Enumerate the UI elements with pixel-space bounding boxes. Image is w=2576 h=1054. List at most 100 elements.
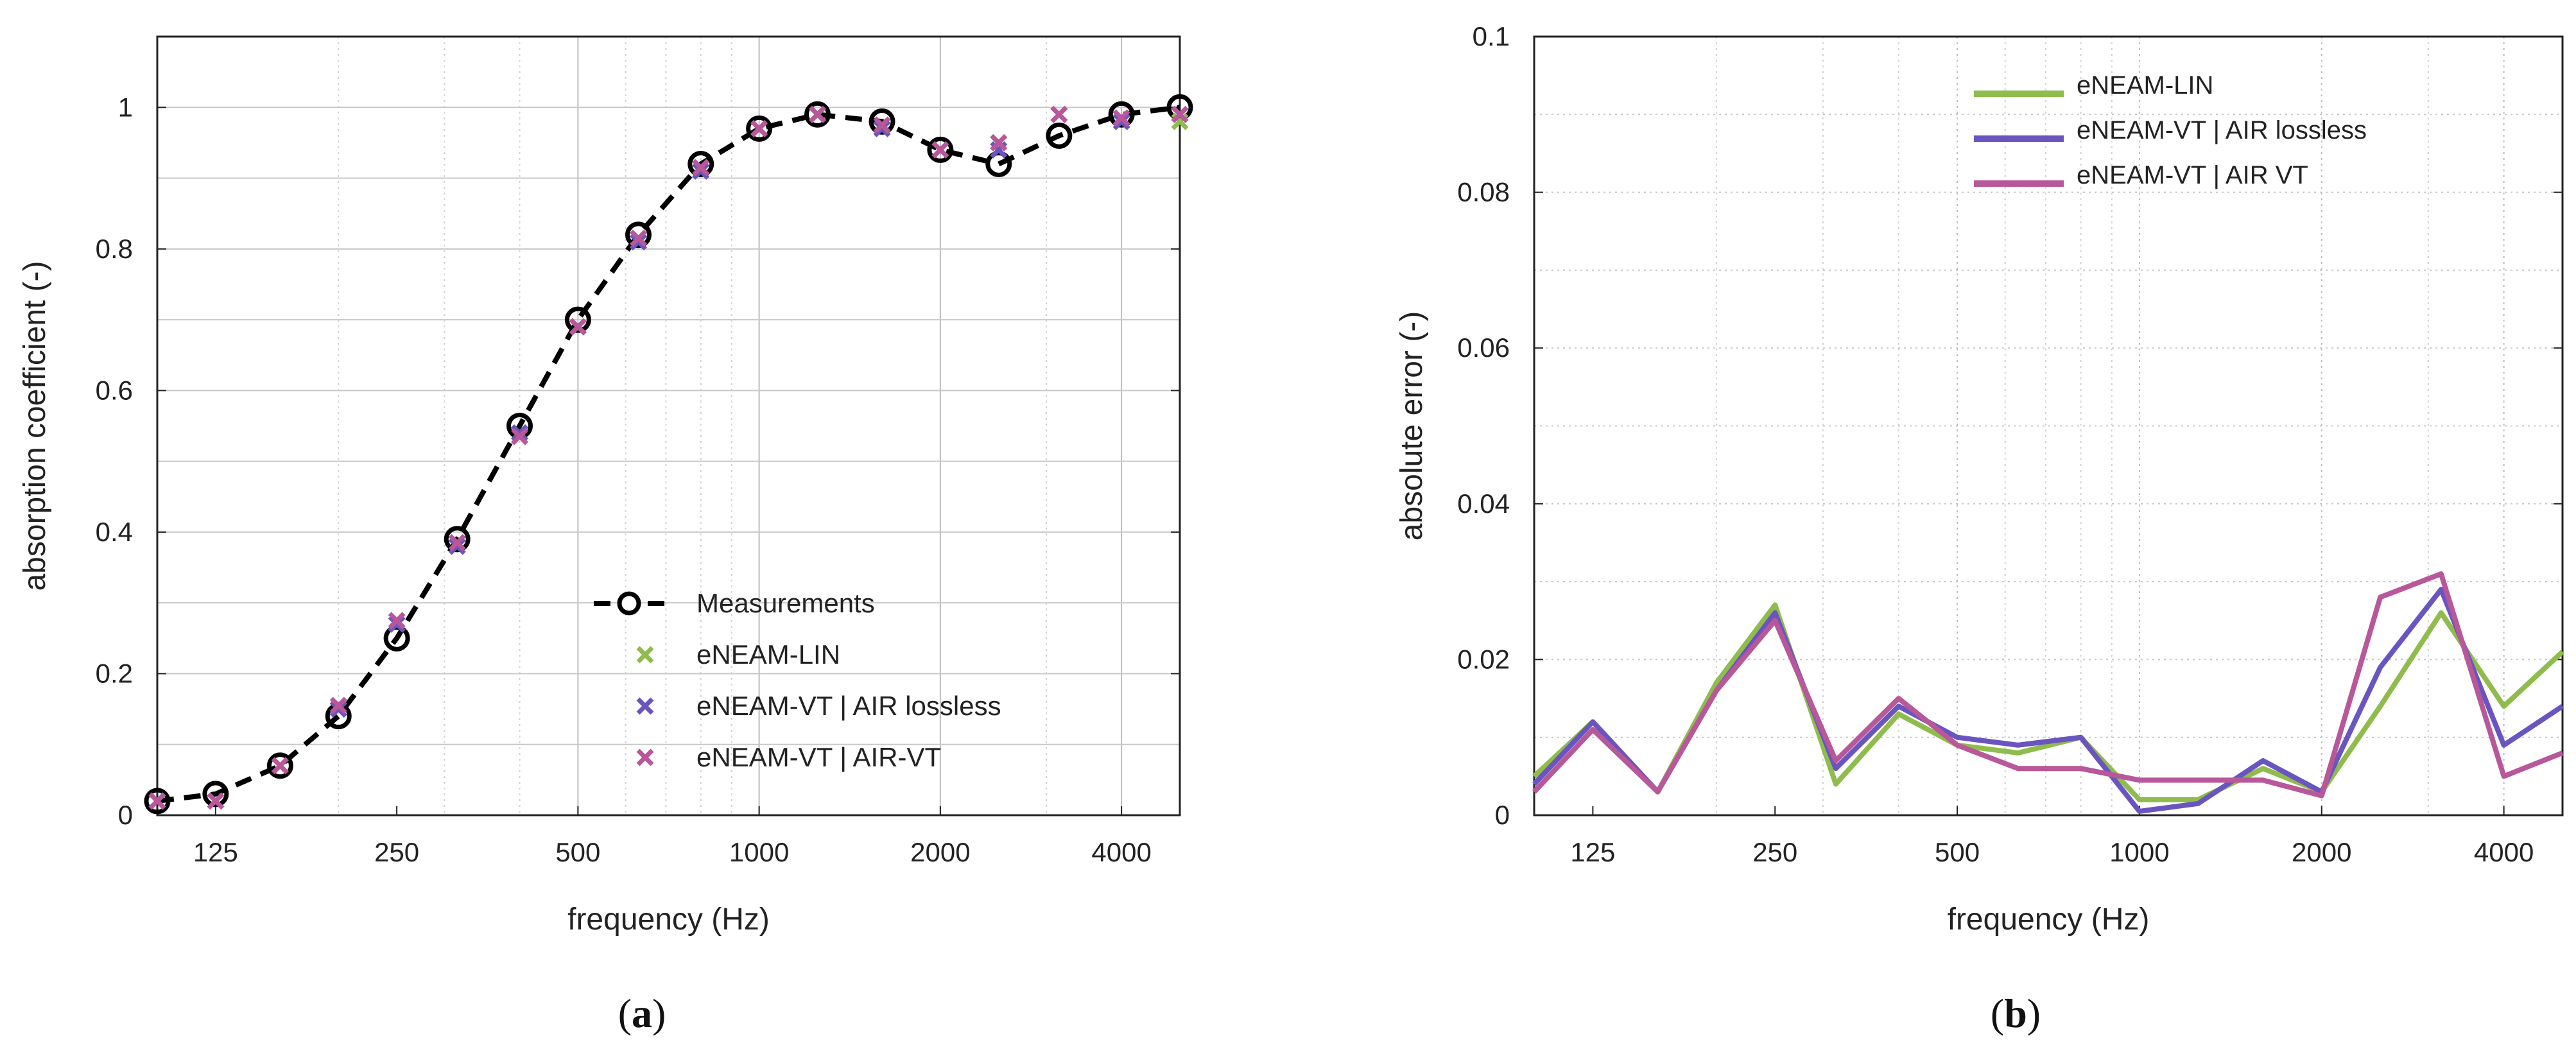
- x-marker-point: [750, 119, 768, 137]
- legend-item-eneam-vt-air-vt: eNEAM-VT | AIR VT: [1974, 161, 2308, 189]
- panel-caption: (a): [618, 990, 666, 1036]
- y-tick-label: 0.08: [1457, 177, 1510, 207]
- legend-x-symbol: [636, 646, 654, 664]
- measurement-point: [202, 781, 229, 808]
- panel-caption-letter: a: [632, 990, 652, 1036]
- measurement-point: [746, 115, 773, 142]
- x-marker-point: [148, 792, 166, 810]
- x-marker-point: [692, 159, 710, 177]
- y-tick-label: 0: [118, 800, 133, 830]
- x-marker-point: [448, 533, 466, 551]
- measurement-point: [564, 306, 591, 333]
- x-marker-point: [388, 612, 406, 630]
- x-marker-point: [1112, 112, 1130, 130]
- series-eneam-lin: [148, 105, 1189, 810]
- x-tick-label: 125: [1570, 837, 1615, 867]
- x-tick-label: 2000: [2292, 837, 2351, 867]
- x-tick-label: 250: [374, 837, 419, 867]
- x-tick-label: 1000: [729, 837, 789, 867]
- y-tick-label: 0.6: [96, 375, 133, 405]
- plot-area: [144, 94, 1193, 815]
- legend-label: Measurements: [696, 588, 875, 618]
- y-axis-label: absolute error (-): [1395, 311, 1429, 540]
- measurement-point: [144, 788, 171, 815]
- y-tick-label: 0.4: [96, 517, 133, 547]
- series-eneam-vt-air-lossless: [148, 105, 1189, 810]
- legend-x-symbol: [636, 697, 654, 715]
- x-marker-point: [990, 134, 1008, 151]
- legend-label: eNEAM-VT | AIR lossless: [2077, 116, 2367, 144]
- x-marker-point: [1112, 109, 1130, 127]
- plot-frame: [156, 35, 1181, 816]
- x-marker-point: [388, 615, 406, 633]
- measurement-point: [266, 752, 293, 779]
- chart-panel-b: 125 250 500 1000 2000 4000 0 0.02 0.04 0.06 0.08 0.…: [1395, 21, 2564, 1036]
- legend-label: eNEAM-VT | AIR lossless: [696, 691, 1001, 721]
- x-tick-label: 2000: [910, 837, 970, 867]
- y-tick-label: 0.06: [1457, 333, 1510, 363]
- legend-label: eNEAM-VT | AIR VT: [2077, 161, 2308, 189]
- measurement-point: [927, 136, 954, 163]
- y-tick-label: 0.2: [96, 658, 133, 688]
- y-axis-label: absorption coefficient (-): [18, 261, 52, 591]
- x-marker-point: [329, 700, 347, 718]
- x-tick-label: 125: [193, 837, 238, 867]
- panel-caption-letter: b: [2004, 990, 2027, 1036]
- x-tick-label: 250: [1752, 837, 1797, 867]
- y-tick-label: 0.1: [1473, 21, 1510, 51]
- x-marker-point: [569, 318, 587, 336]
- legend-item-eneam-vt-air-lossless: eNEAM-VT | AIR lossless: [636, 691, 1001, 721]
- legend-label: eNEAM-LIN: [696, 639, 840, 670]
- legend-circle-symbol: [617, 591, 641, 616]
- legend-label: eNEAM-VT | AIR-VT: [696, 742, 941, 772]
- x-marker-point: [873, 119, 891, 137]
- grid: [1534, 36, 2563, 816]
- measurement-point: [804, 101, 831, 128]
- measurement-point: [444, 526, 471, 553]
- measurement-point: [985, 150, 1012, 177]
- legend-x-symbol: [636, 748, 654, 766]
- y-tick-label: 0.8: [96, 234, 133, 264]
- x-axis-label: frequency (Hz): [567, 903, 770, 937]
- x-tick-label: 4000: [2474, 837, 2534, 867]
- measurement-point: [383, 625, 410, 652]
- grid: [157, 36, 1180, 816]
- y-tick-label: 1: [118, 92, 133, 122]
- x-tick-label: 500: [555, 837, 600, 867]
- x-marker-point: [692, 162, 710, 180]
- x-marker-point: [1171, 105, 1189, 123]
- legend-item-eneam-lin: eNEAM-LIN: [636, 639, 840, 670]
- x-axis-label: frequency (Hz): [1948, 903, 2150, 937]
- plot-area: [1532, 571, 2564, 814]
- legend: Measurements eNEAM-LIN eNEAM-VT | AIR loss…: [594, 588, 1001, 772]
- x-marker-point: [1050, 105, 1068, 123]
- x-marker-point: [873, 116, 891, 134]
- measurement-point: [687, 150, 714, 177]
- x-marker-point: [511, 424, 528, 442]
- x-marker-point: [511, 428, 528, 445]
- measurement-point: [1046, 122, 1073, 149]
- x-marker-point: [809, 105, 826, 123]
- x-marker-point: [630, 229, 647, 247]
- series-line-eneam-vt-air-lossless: [1532, 587, 2564, 814]
- x-marker-point: [207, 792, 225, 810]
- legend: eNEAM-LIN eNEAM-VT | AIR lossless eNEAM-VT…: [1974, 71, 2367, 189]
- x-marker-point: [271, 757, 289, 775]
- measurement-point: [869, 108, 895, 135]
- measurement-point: [625, 221, 652, 248]
- series-line-eneam-vt-air-vt: [1532, 571, 2564, 799]
- x-marker-point: [630, 233, 647, 251]
- measurement-point: [1166, 94, 1193, 121]
- y-tick-label: 0: [1495, 800, 1510, 830]
- measurements-line: [157, 105, 1180, 804]
- series-measurements: [144, 94, 1193, 815]
- legend-item-eneam-vt-air-vt: eNEAM-VT | AIR-VT: [636, 742, 941, 772]
- measurement-point: [1108, 101, 1135, 128]
- series-line-eneam-lin: [1532, 602, 2564, 802]
- chart-panel-a: 125 250 500 1000 2000 4000 0 0.2 0.4 0.6 0.8 1 frequ…: [18, 35, 1193, 1036]
- x-tick-label: 1000: [2109, 837, 2169, 867]
- legend-label: eNEAM-LIN: [2077, 71, 2213, 99]
- y-tick-label: 0.02: [1457, 644, 1510, 674]
- x-marker-point: [448, 537, 466, 555]
